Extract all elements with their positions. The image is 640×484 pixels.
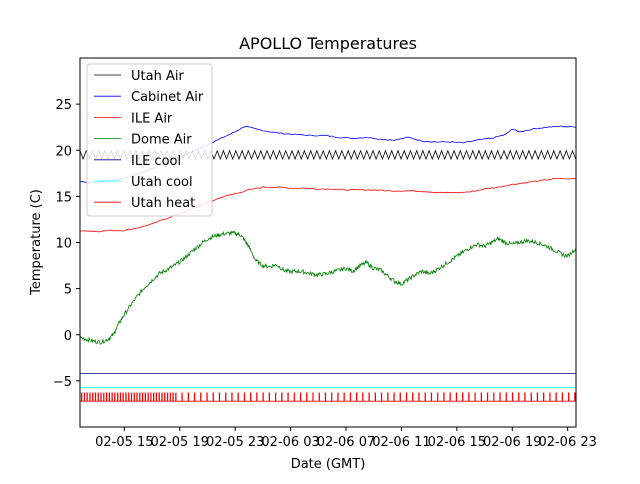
legend-label-ile-air: ILE Air [131, 111, 173, 126]
x-tick-label: 02-06 15 [428, 435, 486, 450]
legend-box [86, 63, 213, 217]
series-line-utah-heat [80, 392, 576, 402]
x-tick-label: 02-05 19 [151, 435, 209, 450]
legend-label-utah-air: Utah Air [131, 69, 184, 84]
x-tick-label: 02-06 23 [538, 435, 596, 450]
y-tick-label: 0 [64, 329, 72, 344]
y-tick-label: 5 [64, 283, 72, 298]
x-tick-label: 02-06 07 [317, 435, 375, 450]
legend-label-utah-heat: Utah heat [131, 196, 195, 211]
legend-label-dome-air: Dome Air [131, 133, 192, 148]
x-tick-label: 02-05 15 [95, 435, 153, 450]
x-tick-label: 02-06 11 [372, 435, 430, 450]
series-line-dome-air [80, 230, 576, 345]
y-tick-label: 25 [55, 98, 72, 113]
legend-label-ile-cool: ILE cool [131, 154, 181, 169]
y-tick-label: 15 [55, 190, 72, 205]
legend: Utah Air Cabinet Air ILE Air Dome Air ILE co… [86, 63, 213, 217]
x-tick-label: 02-06 03 [261, 435, 319, 450]
y-tick-label: 20 [55, 144, 72, 159]
x-axis-label: Date (GMT) [291, 457, 366, 472]
y-tick-label: 10 [55, 237, 72, 252]
x-tick-label: 02-05 23 [206, 435, 264, 450]
y-axis-label: Temperature (C) [29, 189, 44, 296]
x-tick-label: 02-06 19 [483, 435, 541, 450]
chart-title: APOLLO Temperatures [239, 34, 417, 53]
y-axis: −5 0 5 10 15 20 25 [53, 98, 80, 390]
legend-label-utah-cool: Utah cool [131, 175, 193, 190]
series-line-ile-air [80, 177, 576, 233]
y-tick-label: −5 [53, 375, 72, 390]
legend-label-cabinet-air: Cabinet Air [131, 90, 204, 105]
